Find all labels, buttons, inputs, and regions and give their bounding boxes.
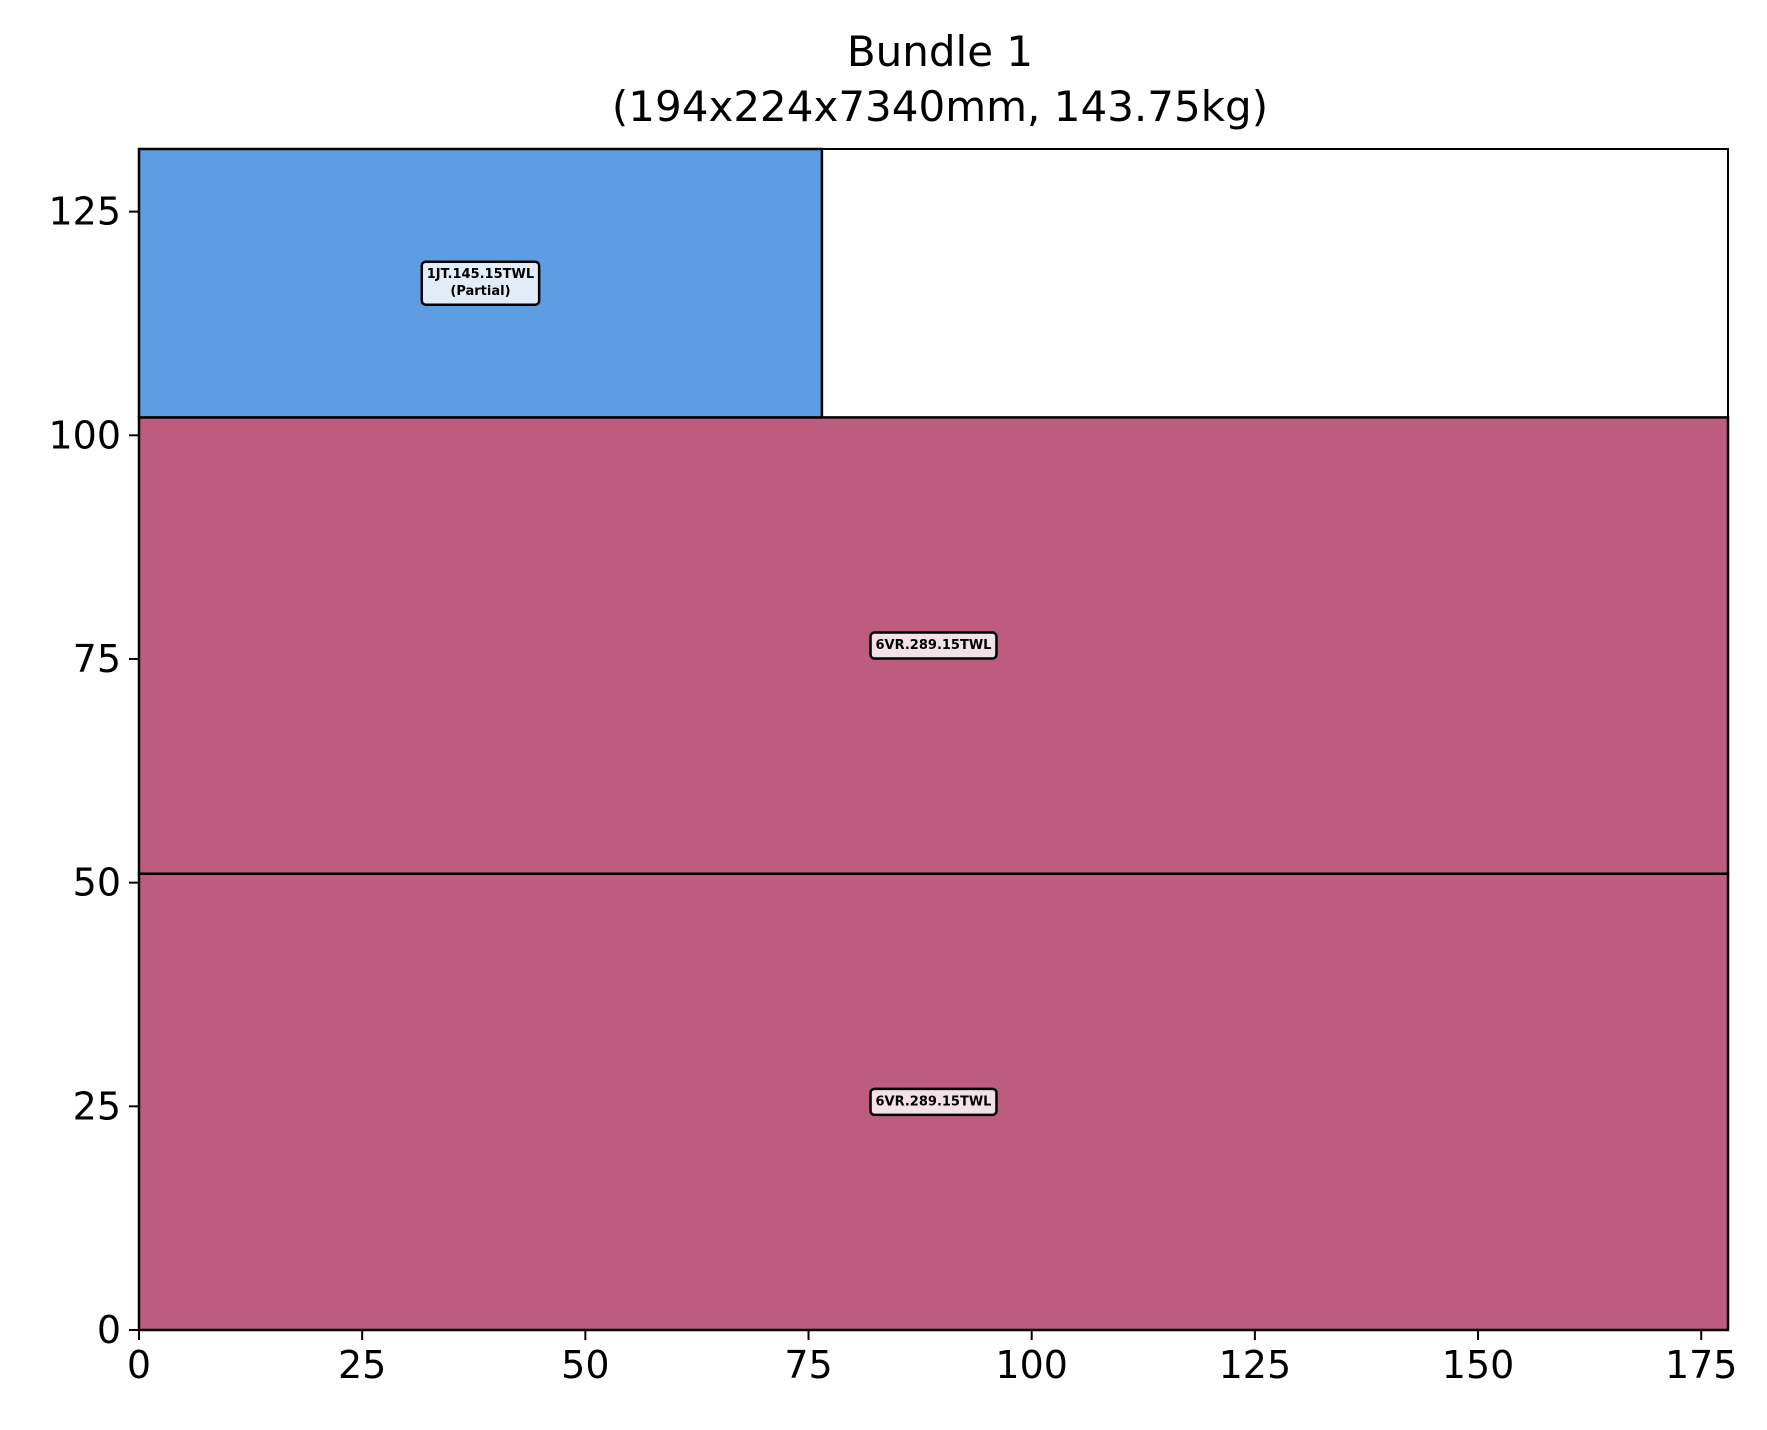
x-tick-label: 150	[1442, 1343, 1515, 1387]
rectangle-label-text: 6VR.289.15TWL	[876, 1094, 992, 1109]
label-box	[869, 631, 998, 660]
rectangle-label-text: 6VR.289.15TWL	[876, 638, 992, 653]
rectangle-label-3: 1JT.145.15TWL (Partial)	[420, 260, 541, 306]
label-box	[869, 1087, 998, 1117]
rectangle-label-text: 1JT.145.15TWL	[427, 267, 534, 282]
rectangles-layer	[137, 147, 1730, 1332]
x-tick-label: 50	[561, 1343, 609, 1387]
chart-title-line-1: Bundle 1	[847, 27, 1033, 76]
label-box	[420, 260, 541, 306]
rectangle-label-1: 6VR.289.15TWL	[869, 1087, 998, 1117]
rectangle-label-2: 6VR.289.15TWL	[869, 631, 998, 660]
y-tick-label: 25	[73, 1084, 121, 1128]
x-tick-label: 25	[338, 1343, 386, 1387]
y-tick-label: 50	[73, 861, 121, 905]
y-tick-label: 125	[48, 190, 121, 234]
x-tick-label: 75	[784, 1343, 832, 1387]
y-tick-label: 100	[48, 413, 121, 457]
x-tick-label: 125	[1219, 1343, 1292, 1387]
x-tick-label: 100	[995, 1343, 1068, 1387]
chart-title-line-2: (194x224x7340mm, 143.75kg)	[612, 82, 1268, 131]
x-tick-label: 0	[127, 1343, 151, 1387]
axes-frame	[138, 148, 1729, 1331]
y-tick-label: 75	[73, 637, 121, 681]
chart-title: Bundle 1 (194x224x7340mm, 143.75kg)	[612, 27, 1268, 131]
axes-layer: 0 25 50 75 100 125 150 175 0 25 50 75 100 125	[48, 148, 1738, 1387]
rectangle-labels-layer: 6VR.289.15TWL 6VR.289.15TWL 1JT.145.15TWL (…	[420, 260, 998, 1117]
rectangle-label-text: (Partial)	[450, 284, 510, 299]
x-tick-label: 175	[1665, 1343, 1738, 1387]
y-tick-label: 0	[97, 1308, 121, 1352]
